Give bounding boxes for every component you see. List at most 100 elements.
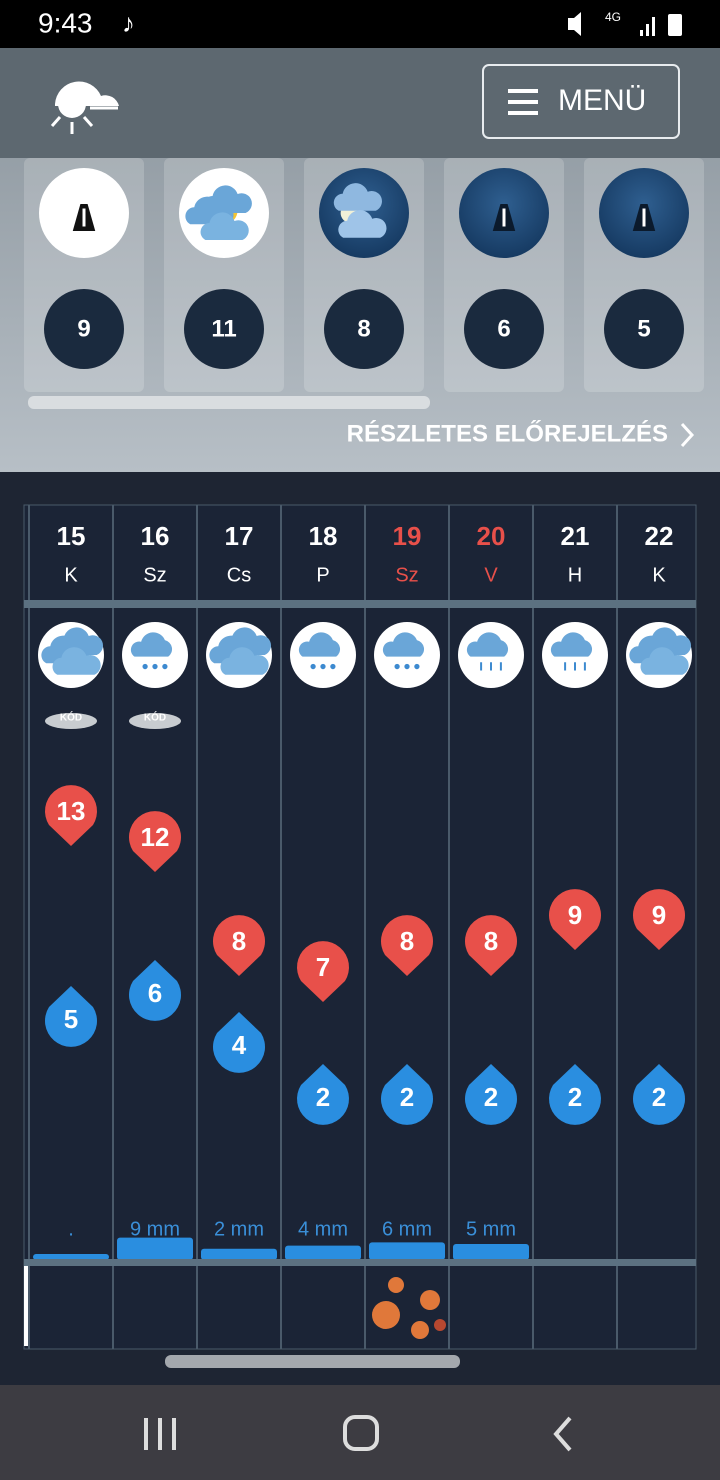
day-weekday: Sz — [143, 564, 166, 586]
hour-temp: 6 — [497, 315, 510, 342]
hour-temp: 11 — [211, 315, 236, 342]
cloud — [550, 632, 593, 657]
detailed-link[interactable]: RÉSZLETES ELŐREJELZÉS — [347, 419, 695, 447]
hour-temp-circle — [44, 289, 124, 369]
menu-label[interactable]: MENÜ — [558, 84, 646, 117]
status-time: 9:43 — [38, 7, 93, 38]
max-temp: 8 — [484, 926, 498, 956]
day-date: 19 — [393, 521, 422, 551]
precip-label: . — [68, 1218, 74, 1240]
precip-label: 5 mm — [466, 1218, 516, 1240]
day-weekday: Cs — [227, 564, 251, 586]
min-temp: 2 — [484, 1082, 498, 1112]
max-temp-pin — [45, 785, 97, 846]
fog-badge-text: KÓD — [60, 711, 82, 724]
min-temp: 4 — [232, 1030, 247, 1060]
horizontal-scrollbar — [165, 1355, 460, 1368]
max-temp-pin — [632, 889, 686, 950]
day-date: 20 — [477, 521, 506, 551]
fog-badge-text: KÓD — [144, 711, 166, 724]
logo — [50, 81, 119, 134]
day-date: 16 — [141, 521, 170, 551]
hour-temp-circle — [464, 289, 544, 369]
drop — [480, 662, 483, 671]
precip-bar — [369, 1242, 445, 1260]
min-temp-drop — [213, 1012, 266, 1073]
drop — [142, 663, 148, 670]
menu-button[interactable]: MENÜ — [482, 64, 680, 139]
firework-icon — [372, 1277, 446, 1339]
daily-columns: 15 K KÓD 13 5. 16 Sz KÓD 12 6 9 mm 17 Cs 8 4 2 mm 18 P 7 2 4… — [28, 505, 692, 1349]
day-weekday: K — [64, 564, 78, 586]
day-date: 15 — [57, 521, 86, 551]
drop — [394, 663, 400, 670]
hourly-strip: 9 11 8 6 5 — [24, 158, 704, 392]
day-weekday: H — [568, 564, 582, 586]
precip-label: 6 mm — [382, 1218, 432, 1240]
precip-bar — [201, 1248, 277, 1260]
precip-label: 2 mm — [214, 1218, 264, 1240]
min-temp-drop — [296, 1064, 349, 1125]
road-line — [642, 208, 646, 227]
precip-label: 4 mm — [298, 1218, 348, 1240]
day-weekday: Sz — [395, 564, 418, 586]
nav-icons[interactable] — [144, 1415, 572, 1452]
max-temp-pin — [129, 811, 181, 872]
drop — [414, 663, 420, 670]
min-temp: 6 — [148, 978, 162, 1008]
day-date: 21 — [561, 521, 590, 551]
precip-bar — [285, 1245, 361, 1260]
precip-divider — [24, 1259, 696, 1266]
fog-badge — [45, 713, 97, 729]
drop — [320, 663, 326, 670]
max-temp-pin — [465, 915, 517, 976]
hour-temp-circle — [604, 289, 684, 369]
drop — [574, 662, 576, 671]
fog-badge — [129, 713, 181, 729]
drop — [583, 662, 586, 671]
day-date: 18 — [309, 521, 338, 551]
music-icon: ♪ — [122, 8, 135, 38]
min-temp-drop — [633, 1064, 686, 1125]
max-temp: 9 — [652, 900, 666, 930]
hour-temp: 5 — [637, 315, 650, 342]
drop — [152, 663, 158, 670]
max-temp: 12 — [141, 822, 170, 852]
header — [0, 48, 720, 158]
precip-bar — [117, 1237, 193, 1260]
network-type: 4G — [605, 10, 621, 24]
max-temp: 9 — [568, 900, 582, 930]
hour-temp: 9 — [77, 315, 90, 342]
min-temp: 5 — [64, 1004, 78, 1034]
min-temp-drop — [44, 986, 98, 1047]
min-temp: 2 — [652, 1082, 666, 1112]
day-weekday: V — [484, 564, 498, 586]
cloud — [298, 632, 341, 657]
drop — [310, 663, 316, 670]
status-bar — [0, 0, 720, 48]
detailed-link-text[interactable]: RÉSZLETES ELŐREJELZÉS — [347, 419, 668, 447]
scroll-edge — [24, 1266, 28, 1346]
drop — [330, 663, 336, 670]
min-temp-drop — [381, 1064, 434, 1125]
min-temp: 2 — [316, 1082, 330, 1112]
menu-button-frame[interactable] — [482, 64, 680, 139]
hour-temp: 8 — [357, 315, 370, 342]
status-icons — [568, 12, 682, 36]
max-temp: 13 — [57, 796, 86, 826]
cloud — [200, 212, 249, 240]
cloud — [466, 632, 509, 657]
precip-bar — [453, 1244, 529, 1260]
header-divider — [24, 600, 696, 608]
cloud — [130, 632, 173, 657]
hour-temp-circle — [184, 289, 264, 369]
scrollbar — [28, 396, 430, 409]
max-temp-pin — [213, 915, 265, 976]
drop — [490, 662, 492, 671]
min-temp-drop — [128, 960, 181, 1021]
road-line — [82, 208, 86, 227]
cloud — [338, 210, 387, 238]
road-line — [502, 208, 506, 227]
